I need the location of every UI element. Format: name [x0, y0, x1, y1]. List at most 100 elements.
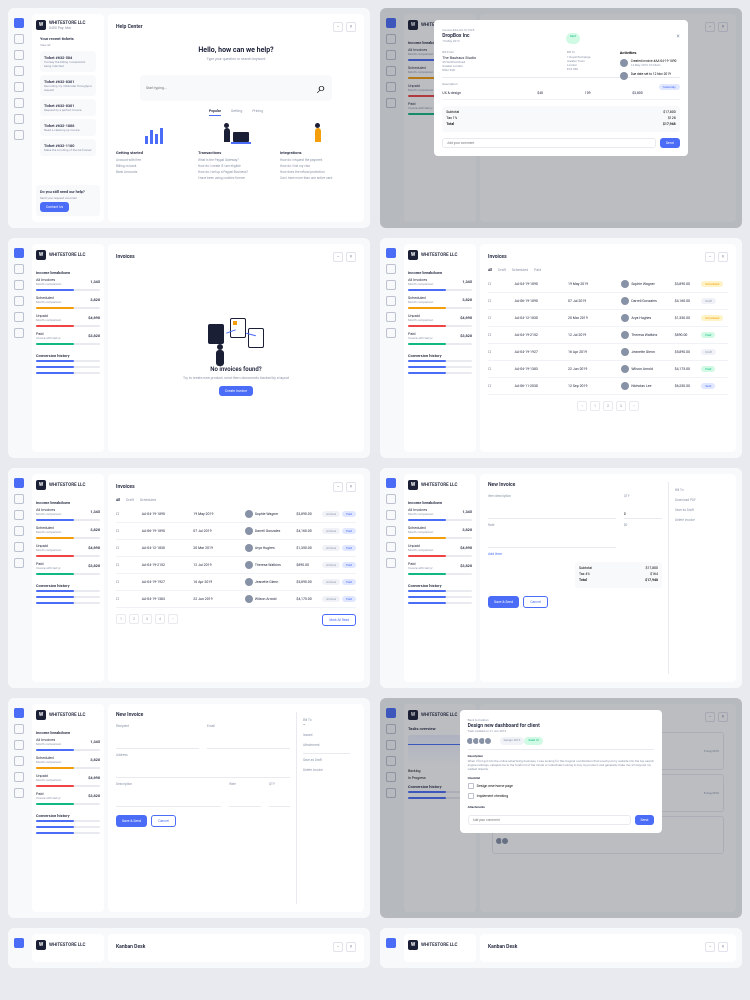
page-num[interactable]: 4 [155, 614, 165, 624]
close-icon[interactable]: × [718, 942, 728, 952]
action-button[interactable]: Paid [342, 528, 356, 534]
nav-icon[interactable] [14, 66, 24, 76]
modal-close-icon[interactable]: × [676, 33, 679, 44]
help-link[interactable]: How do I link my visa [280, 164, 356, 168]
page-num[interactable]: 1 [590, 401, 600, 411]
save-send-button[interactable]: Save & Send [116, 815, 147, 827]
search-input[interactable] [146, 86, 317, 90]
help-link[interactable]: Account with free [116, 158, 192, 162]
filter-draft[interactable]: Draft [498, 268, 506, 272]
page-next[interactable]: › [168, 614, 178, 624]
nav-icon[interactable] [14, 312, 24, 322]
filter-all[interactable]: All [488, 268, 492, 272]
create-invoice-button[interactable]: Create Invoice [219, 386, 253, 396]
row-checkbox[interactable]: ☐ [116, 546, 142, 550]
minimize-icon[interactable]: − [333, 482, 343, 492]
nav-icon[interactable] [14, 114, 24, 124]
help-link[interactable]: Billing vs bank [116, 164, 192, 168]
row-checkbox[interactable]: ☐ [116, 580, 142, 584]
send-button[interactable]: Send [660, 138, 680, 148]
comment-input[interactable] [468, 815, 631, 825]
filter-scheduled[interactable]: Scheduled [140, 498, 156, 502]
page-next[interactable]: › [629, 401, 639, 411]
checklist-item[interactable]: Implement checking [468, 791, 655, 801]
cancel-button[interactable]: Cancel [151, 815, 176, 827]
minimize-icon[interactable]: − [705, 942, 715, 952]
save-draft-link[interactable]: Save as Draft [675, 508, 722, 512]
ticket-item[interactable]: Ticket #632-8301Request by a perfect inv… [40, 99, 96, 116]
nav-icon[interactable] [14, 510, 24, 520]
qty-input[interactable] [624, 510, 662, 519]
ticket-item[interactable]: Ticket #632-8301Recording my millimeter … [40, 75, 96, 96]
nav-icon[interactable] [14, 98, 24, 108]
nav-icon[interactable] [14, 280, 24, 290]
nav-icon[interactable] [386, 526, 396, 536]
checkbox[interactable] [468, 793, 474, 799]
nav-icon[interactable] [14, 756, 24, 766]
delete-invoice-link[interactable]: Delete Invoice [675, 518, 722, 522]
nav-icon[interactable] [14, 296, 24, 306]
desc-input[interactable] [116, 798, 221, 807]
nav-icon[interactable] [386, 280, 396, 290]
tab-pricing[interactable]: Pricing [252, 109, 263, 116]
invoice-row[interactable]: ☐AA-04-12-183020 Mar 2019Arya Hughes$1,3… [488, 310, 728, 327]
close-icon[interactable]: × [346, 22, 356, 32]
row-checkbox[interactable]: ☐ [116, 529, 142, 533]
filter-scheduled[interactable]: Scheduled [512, 268, 528, 272]
nav-icon[interactable] [386, 296, 396, 306]
nav-icon[interactable] [386, 494, 396, 504]
checkbox[interactable] [468, 783, 474, 789]
invoice-row[interactable]: ☐AA-04-19-215212 Jul 2019Theresa Watkins… [488, 327, 728, 344]
row-checkbox[interactable]: ☐ [488, 367, 515, 371]
help-link[interactable]: How does the refund protection [280, 170, 356, 174]
minimize-icon[interactable]: − [705, 252, 715, 262]
action-button[interactable]: Archive [322, 562, 340, 568]
desc-input[interactable] [488, 510, 616, 519]
minimize-icon[interactable]: − [333, 252, 343, 262]
close-icon[interactable]: × [346, 942, 356, 952]
page-num[interactable]: 2 [603, 401, 613, 411]
checklist-item[interactable]: Design new home page [468, 781, 655, 791]
invoice-row[interactable]: ☐AA-04-19-192716 Apr 2019Jeanette Glenn$… [488, 344, 728, 361]
invoice-row[interactable]: ☐AA-04-19-189019 May 2019Sophie Wagner$3… [488, 276, 728, 293]
nav-icon[interactable] [14, 264, 24, 274]
invoice-row[interactable]: ☐AA-04-19-192716 Apr 2019Jeanette Glenn$… [116, 574, 356, 591]
action-button[interactable]: Archive [322, 528, 340, 534]
ticket-item[interactable]: Ticket #632-1180Make the scrolling of th… [40, 139, 96, 156]
search-bar[interactable]: ⌕ [140, 75, 332, 101]
contact-button[interactable]: Contact Us [40, 202, 69, 212]
breadcrumb[interactable]: Back to Kanban [468, 718, 655, 722]
row-checkbox[interactable]: ☐ [488, 316, 515, 320]
nav-icon[interactable] [14, 938, 24, 948]
nav-icon[interactable] [386, 248, 396, 258]
invoice-row[interactable]: ☐AA-04-19-215212 Jul 2019Theresa Watkins… [116, 557, 356, 574]
nav-icon[interactable] [14, 558, 24, 568]
comment-input[interactable] [442, 138, 656, 148]
help-link[interactable]: How do I set up a Paypal Business? [198, 170, 274, 174]
ticket-item[interactable]: Ticket #632-1808Need a cleaning up invoi… [40, 119, 96, 136]
close-icon[interactable]: × [346, 482, 356, 492]
nav-icon[interactable] [14, 526, 24, 536]
nav-icon[interactable] [14, 248, 24, 258]
nav-icon[interactable] [14, 542, 24, 552]
nav-icon[interactable] [14, 34, 24, 44]
nav-icon[interactable] [14, 328, 24, 338]
address-input[interactable] [116, 769, 290, 778]
ticket-item[interactable]: Ticket #632-504Turnkey the billing I scr… [40, 51, 96, 72]
action-button[interactable]: Archive [322, 596, 340, 602]
nav-icon[interactable] [386, 264, 396, 274]
invoice-row[interactable]: ☐AA-06-19-189007 Jul 2019Darrell Gonzale… [116, 523, 356, 540]
page-num[interactable]: 3 [142, 614, 152, 624]
help-link[interactable]: What is the Paypal Gateway? [198, 158, 274, 162]
mark-all-read-button[interactable]: Mark All Read [322, 614, 356, 626]
nav-icon[interactable] [14, 130, 24, 140]
nav-icon[interactable] [386, 510, 396, 520]
action-button[interactable]: Archive [322, 511, 340, 517]
rate-input[interactable] [229, 798, 261, 807]
invoice-row[interactable]: ☐AA-04-19-189019 May 2019Sophie Wagner$3… [116, 506, 356, 523]
nav-icon[interactable] [14, 478, 24, 488]
help-link[interactable]: Can I have more than one active card [280, 176, 356, 180]
invoice-row[interactable]: ☐AA-04-12-183020 Mar 2019Arya Hughes$1,3… [116, 540, 356, 557]
row-checkbox[interactable]: ☐ [116, 512, 142, 516]
invoice-row[interactable]: ☐AA-04-19-138322 Jun 2019Wilson Arnold$4… [488, 361, 728, 378]
